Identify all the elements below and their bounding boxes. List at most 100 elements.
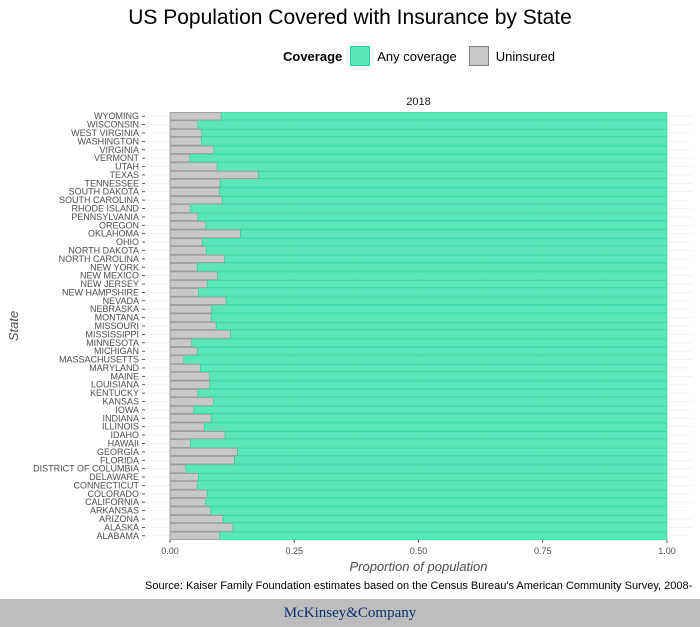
bar-uninsured xyxy=(169,363,201,373)
bar-any-coverage xyxy=(224,254,668,263)
footer-bar: McKinsey&Company xyxy=(0,599,700,627)
x-tick-label: 0.75 xyxy=(534,546,552,556)
bar-any-coverage xyxy=(203,422,668,431)
bar-uninsured xyxy=(169,170,259,180)
legend: Coverage Any coverage Uninsured xyxy=(283,44,567,68)
bar-uninsured xyxy=(169,179,221,188)
y-tick-label: COLORADO xyxy=(87,489,139,499)
y-tick-label: MASSACHUSETTS xyxy=(59,355,139,365)
bar-uninsured xyxy=(169,389,199,398)
bar-uninsured xyxy=(169,422,205,431)
y-tick-label: VERMONT xyxy=(94,153,140,163)
company-logo: McKinsey&Company xyxy=(283,605,417,621)
bar-uninsured xyxy=(169,112,222,121)
facet-label: 2018 xyxy=(406,96,430,108)
bar-uninsured xyxy=(169,464,187,473)
bar-any-coverage xyxy=(219,179,668,188)
bar-any-coverage xyxy=(190,439,668,448)
y-tick-label: ARKANSAS xyxy=(90,506,139,516)
bar-uninsured xyxy=(169,523,234,532)
bar-any-coverage xyxy=(197,120,668,129)
bar-any-coverage xyxy=(210,506,668,515)
y-tick-label: LOUISIANA xyxy=(91,380,139,390)
bar-any-coverage xyxy=(205,246,668,255)
y-tick-label: MINNESOTA xyxy=(86,338,139,348)
y-tick-label: IOWA xyxy=(115,405,139,415)
bar-uninsured xyxy=(169,498,207,507)
bar-uninsured xyxy=(169,238,203,247)
y-tick-label: PENNSYLVANIA xyxy=(71,212,139,222)
y-tick-label: NEBRASKA xyxy=(90,304,139,314)
bar-uninsured xyxy=(169,472,199,482)
bar-uninsured xyxy=(169,456,235,465)
bar-any-coverage xyxy=(200,363,668,373)
y-tick-label: SOUTH DAKOTA xyxy=(69,187,139,197)
bar-uninsured xyxy=(169,288,199,297)
bar-any-coverage xyxy=(209,372,668,381)
y-tick-label: ARIZONA xyxy=(99,514,139,524)
bar-any-coverage xyxy=(201,137,668,146)
bar-uninsured xyxy=(169,347,198,356)
chart-title: US Population Covered with Insurance by … xyxy=(128,6,572,29)
bar-uninsured xyxy=(169,338,193,347)
bar-any-coverage xyxy=(201,128,668,138)
y-tick-label: NORTH DAKOTA xyxy=(68,245,139,255)
bar-uninsured xyxy=(169,154,191,163)
bar-uninsured xyxy=(169,514,224,524)
y-tick-label: TENNESSEE xyxy=(84,178,139,188)
bar-any-coverage xyxy=(193,405,668,414)
bar-uninsured xyxy=(169,447,238,456)
bar-any-coverage xyxy=(205,221,668,230)
bar-any-coverage xyxy=(197,389,668,398)
bar-uninsured xyxy=(169,380,211,389)
y-tick-label: NEVADA xyxy=(103,296,139,306)
legend-label-uninsured: Uninsured xyxy=(495,48,556,64)
y-tick-label: WASHINGTON xyxy=(77,136,139,146)
bar-any-coverage xyxy=(220,112,668,121)
bar-any-coverage xyxy=(205,498,668,507)
bar-uninsured xyxy=(169,120,199,129)
y-tick-label: MISSOURI xyxy=(94,321,139,331)
bar-any-coverage xyxy=(210,414,668,423)
bar-any-coverage xyxy=(215,321,668,331)
bar-any-coverage xyxy=(237,447,668,456)
bar-any-coverage xyxy=(230,330,668,339)
y-tick-label: DISTRICT OF COLUMBIA xyxy=(33,464,139,474)
y-tick-label: ALASKA xyxy=(104,522,139,532)
bar-uninsured xyxy=(169,128,203,138)
bar-any-coverage xyxy=(225,296,668,305)
y-tick-label: CALIFORNIA xyxy=(85,497,139,507)
y-axis-title: State xyxy=(6,311,21,341)
bar-any-coverage xyxy=(197,481,668,490)
bar-uninsured xyxy=(169,254,225,263)
bar-any-coverage xyxy=(211,305,668,314)
x-tick-label: 1.00 xyxy=(658,546,676,556)
y-tick-label: IDAHO xyxy=(110,430,139,440)
bar-any-coverage xyxy=(206,489,668,498)
bar-any-coverage xyxy=(210,313,668,322)
bar-uninsured xyxy=(169,481,198,490)
y-tick-label: FLORIDA xyxy=(100,455,139,465)
bar-any-coverage xyxy=(189,154,668,163)
bar-uninsured xyxy=(169,263,198,272)
bar-uninsured xyxy=(169,246,207,255)
bar-any-coverage xyxy=(217,271,668,280)
bar-uninsured xyxy=(169,305,213,314)
y-tick-label: SOUTH CAROLINA xyxy=(59,195,139,205)
x-tick-label: 0.00 xyxy=(161,546,179,556)
bar-uninsured xyxy=(169,321,217,331)
bar-uninsured xyxy=(169,489,208,498)
y-tick-label: RHODE ISLAND xyxy=(71,204,139,214)
bar-uninsured xyxy=(169,196,223,205)
y-tick-label: WISCONSIN xyxy=(87,120,139,130)
bar-any-coverage xyxy=(232,523,668,532)
bar-any-coverage xyxy=(224,431,668,440)
bar-any-coverage xyxy=(198,288,668,297)
y-tick-label: KANSAS xyxy=(102,397,139,407)
y-tick-label: GEORGIA xyxy=(97,447,139,457)
bar-uninsured xyxy=(169,271,219,280)
bar-uninsured xyxy=(169,296,227,305)
legend-label-any-coverage: Any coverage xyxy=(377,48,457,64)
bar-uninsured xyxy=(169,279,208,289)
bar-uninsured xyxy=(169,431,226,440)
